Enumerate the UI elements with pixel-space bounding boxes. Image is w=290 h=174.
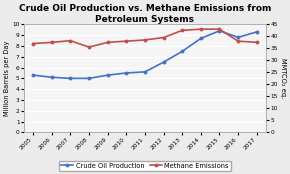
Crude Oil Production [199, 37, 203, 39]
Line: Crude Oil Production: Crude Oil Production [32, 30, 258, 80]
Crude Oil Production [106, 74, 109, 76]
Methane Emissions [69, 40, 72, 42]
Methane Emissions [236, 40, 240, 42]
Crude Oil Production [31, 74, 35, 76]
Y-axis label: Million Barrels per Day: Million Barrels per Day [4, 41, 10, 116]
Legend: Crude Oil Production, Methane Emissions: Crude Oil Production, Methane Emissions [59, 161, 231, 171]
Crude Oil Production [50, 76, 53, 78]
Crude Oil Production [162, 61, 165, 63]
Methane Emissions [31, 42, 35, 45]
Methane Emissions [218, 28, 221, 30]
Title: Crude Oil Production vs. Methane Emissions from
Petroleum Systems: Crude Oil Production vs. Methane Emissio… [19, 4, 271, 23]
Crude Oil Production [87, 77, 91, 79]
Methane Emissions [125, 40, 128, 42]
Methane Emissions [180, 29, 184, 31]
Crude Oil Production [255, 31, 258, 33]
Line: Methane Emissions: Methane Emissions [32, 28, 258, 48]
Methane Emissions [143, 39, 147, 41]
Methane Emissions [255, 41, 258, 43]
Crude Oil Production [180, 50, 184, 52]
Methane Emissions [50, 41, 53, 43]
Y-axis label: MMTCO₂ eq.: MMTCO₂ eq. [280, 58, 286, 98]
Crude Oil Production [69, 77, 72, 79]
Methane Emissions [199, 28, 203, 30]
Crude Oil Production [143, 71, 147, 73]
Crude Oil Production [218, 30, 221, 32]
Methane Emissions [106, 41, 109, 43]
Crude Oil Production [236, 36, 240, 38]
Methane Emissions [162, 37, 165, 39]
Methane Emissions [87, 46, 91, 48]
Crude Oil Production [125, 72, 128, 74]
